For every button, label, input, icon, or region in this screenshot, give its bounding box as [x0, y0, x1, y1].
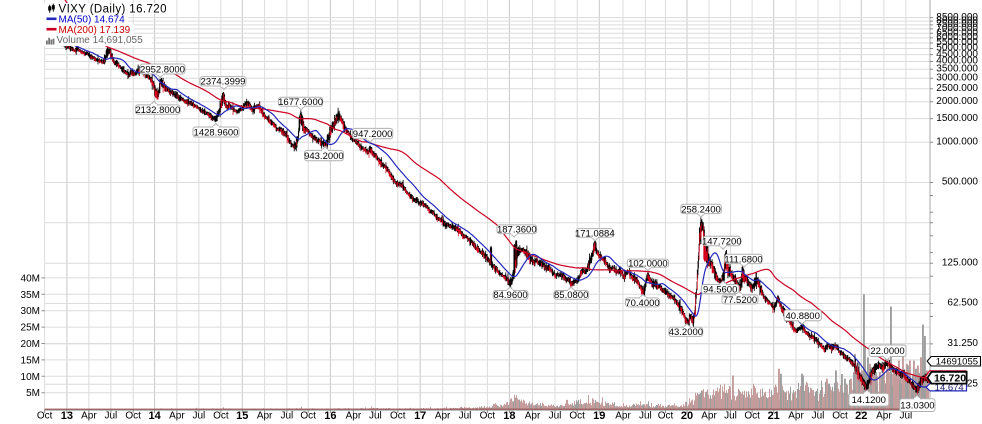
svg-text:40M: 40M	[21, 273, 40, 284]
svg-text:947.2000: 947.2000	[353, 129, 393, 140]
svg-text:Apr: Apr	[81, 411, 97, 422]
svg-text:94.5600: 94.5600	[703, 284, 737, 295]
svg-text:2000.000: 2000.000	[936, 96, 978, 107]
svg-text:14691055: 14691055	[936, 357, 978, 368]
svg-text:14: 14	[148, 410, 161, 422]
svg-text:2374.3999: 2374.3999	[201, 77, 246, 88]
svg-text:Jul: Jul	[369, 411, 382, 422]
svg-text:Oct: Oct	[569, 411, 585, 422]
svg-text:22: 22	[855, 410, 867, 422]
svg-text:35M: 35M	[21, 290, 40, 301]
svg-text:2132.8000: 2132.8000	[135, 105, 180, 116]
svg-text:Apr: Apr	[346, 411, 362, 422]
svg-text:40.8800: 40.8800	[786, 311, 820, 322]
svg-text:Apr: Apr	[788, 411, 804, 422]
svg-text:5M: 5M	[26, 388, 40, 399]
svg-text:22.0000: 22.0000	[870, 346, 904, 357]
svg-text:4500.000: 4500.000	[936, 49, 978, 60]
svg-text:Oct: Oct	[125, 411, 141, 422]
svg-text:Jul: Jul	[105, 411, 118, 422]
svg-text:6000.000: 6000.000	[936, 32, 978, 43]
svg-text:18: 18	[503, 410, 515, 422]
svg-text:Apr: Apr	[525, 411, 541, 422]
svg-text:Apr: Apr	[615, 411, 631, 422]
svg-text:171.0884: 171.0884	[575, 228, 615, 239]
svg-text:3000.000: 3000.000	[936, 72, 978, 83]
svg-text:MA(200) 17.139: MA(200) 17.139	[59, 25, 131, 36]
svg-text:14.674: 14.674	[935, 383, 964, 394]
svg-text:10M: 10M	[21, 372, 40, 383]
svg-text:31.250: 31.250	[947, 338, 978, 349]
svg-text:5000.000: 5000.000	[936, 43, 978, 54]
svg-text:VIXY (Daily) 16.720: VIXY (Daily) 16.720	[59, 4, 167, 16]
svg-text:85.0800: 85.0800	[554, 290, 588, 301]
svg-text:Oct: Oct	[480, 411, 496, 422]
svg-text:Jul: Jul	[812, 411, 825, 422]
svg-text:125.000: 125.000	[942, 257, 979, 268]
svg-text:Apr: Apr	[876, 411, 892, 422]
svg-text:6500.000: 6500.000	[936, 27, 978, 38]
svg-text:Jul: Jul	[900, 411, 913, 422]
svg-text:13: 13	[61, 410, 73, 422]
svg-text:258.2400: 258.2400	[681, 204, 721, 215]
svg-text:14.1200: 14.1200	[852, 395, 886, 406]
svg-text:2952.8000: 2952.8000	[140, 64, 185, 75]
svg-text:16.720: 16.720	[934, 373, 966, 385]
svg-text:MA(50) 14.674: MA(50) 14.674	[59, 15, 126, 26]
svg-text:147.7200: 147.7200	[702, 236, 742, 247]
svg-text:111.6800: 111.6800	[724, 254, 762, 265]
svg-text:Oct: Oct	[744, 411, 760, 422]
svg-text:943.2000: 943.2000	[304, 151, 344, 162]
svg-text:4000.000: 4000.000	[936, 56, 978, 67]
svg-text:30M: 30M	[21, 306, 40, 317]
svg-text:5500.000: 5500.000	[936, 37, 978, 48]
svg-text:Jul: Jul	[459, 411, 472, 422]
svg-text:19: 19	[593, 410, 605, 422]
svg-text:Apr: Apr	[169, 411, 185, 422]
svg-text:8500.000: 8500.000	[936, 12, 978, 23]
svg-text:Apr: Apr	[701, 411, 717, 422]
svg-text:500.000: 500.000	[942, 177, 979, 188]
svg-text:Oct: Oct	[37, 411, 53, 422]
svg-text:Jul: Jul	[639, 411, 652, 422]
svg-text:7500.000: 7500.000	[936, 19, 978, 30]
svg-text:Oct: Oct	[300, 411, 316, 422]
svg-text:1500.000: 1500.000	[936, 113, 978, 124]
svg-text:17: 17	[414, 410, 426, 422]
svg-text:20M: 20M	[21, 339, 40, 350]
svg-text:2500.000: 2500.000	[936, 83, 978, 94]
svg-text:Apr: Apr	[257, 411, 273, 422]
svg-text:21: 21	[768, 410, 780, 422]
svg-text:Oct: Oct	[390, 411, 406, 422]
svg-text:Jul: Jul	[549, 411, 562, 422]
svg-text:Apr: Apr	[435, 411, 451, 422]
svg-text:20: 20	[681, 410, 693, 422]
svg-text:102.0000: 102.0000	[628, 259, 668, 270]
svg-text:3500.000: 3500.000	[936, 64, 978, 75]
svg-text:Volume 14,691,055: Volume 14,691,055	[57, 35, 144, 46]
svg-text:25M: 25M	[21, 323, 40, 334]
svg-text:8000.000: 8000.000	[936, 15, 978, 26]
svg-text:13.0300: 13.0300	[900, 401, 934, 412]
svg-text:Oct: Oct	[658, 411, 674, 422]
svg-text:15: 15	[236, 410, 248, 422]
svg-text:84.9600: 84.9600	[493, 290, 527, 301]
svg-text:Jul: Jul	[724, 411, 737, 422]
svg-text:43.2000: 43.2000	[669, 327, 703, 338]
svg-text:62.500: 62.500	[947, 298, 978, 309]
svg-text:1428.9600: 1428.9600	[194, 127, 239, 138]
svg-text:70.4000: 70.4000	[625, 298, 659, 309]
svg-text:16: 16	[324, 410, 336, 422]
svg-text:187.3600: 187.3600	[497, 225, 537, 236]
svg-text:1677.6000: 1677.6000	[278, 97, 323, 108]
svg-text:Oct: Oct	[832, 411, 848, 422]
svg-text:Oct: Oct	[213, 411, 229, 422]
svg-text:7000.000: 7000.000	[936, 23, 978, 34]
svg-text:Jul: Jul	[281, 411, 294, 422]
svg-text:15M: 15M	[21, 355, 40, 366]
svg-text:Jul: Jul	[193, 411, 206, 422]
svg-text:77.5200: 77.5200	[723, 295, 757, 306]
svg-text:1000.000: 1000.000	[936, 136, 978, 147]
